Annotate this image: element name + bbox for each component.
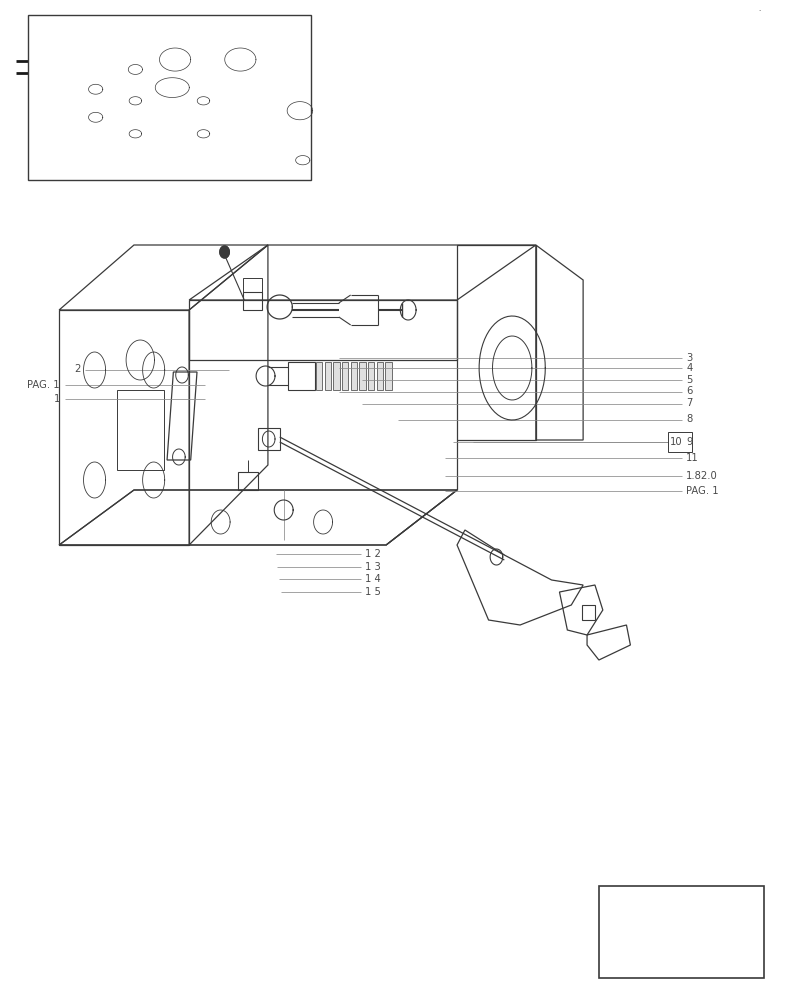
Text: 1.82.0: 1.82.0	[686, 471, 718, 481]
Polygon shape	[351, 362, 357, 390]
Polygon shape	[612, 895, 751, 969]
Polygon shape	[56, 48, 107, 81]
Text: 1 5: 1 5	[365, 587, 381, 597]
Bar	[668, 432, 692, 452]
Polygon shape	[385, 362, 392, 390]
Polygon shape	[582, 605, 595, 620]
Text: 1 3: 1 3	[365, 562, 381, 572]
Text: 2: 2	[74, 364, 80, 374]
Text: 8: 8	[686, 414, 693, 424]
Polygon shape	[220, 246, 229, 258]
Text: .: .	[759, 6, 760, 12]
Text: 1 2: 1 2	[365, 549, 381, 559]
Text: PAG. 1: PAG. 1	[686, 486, 719, 496]
Text: 1: 1	[54, 394, 60, 404]
Text: 7: 7	[686, 398, 693, 408]
Polygon shape	[368, 362, 374, 390]
Text: 3: 3	[686, 353, 693, 363]
Text: 6: 6	[686, 386, 693, 396]
Bar	[28, 15, 311, 180]
Polygon shape	[342, 362, 348, 390]
Polygon shape	[377, 362, 383, 390]
Bar	[599, 886, 764, 978]
Polygon shape	[325, 362, 331, 390]
Text: 11: 11	[686, 453, 699, 463]
Text: PAG. 1: PAG. 1	[28, 379, 60, 389]
Polygon shape	[359, 362, 366, 390]
Polygon shape	[333, 362, 340, 390]
Polygon shape	[612, 948, 751, 969]
Polygon shape	[712, 895, 751, 916]
Text: 9: 9	[686, 437, 693, 447]
Text: 4: 4	[686, 363, 693, 373]
Text: 5: 5	[686, 375, 693, 385]
Text: 10: 10	[670, 437, 682, 447]
Text: 1 4: 1 4	[365, 574, 381, 584]
Polygon shape	[316, 362, 322, 390]
